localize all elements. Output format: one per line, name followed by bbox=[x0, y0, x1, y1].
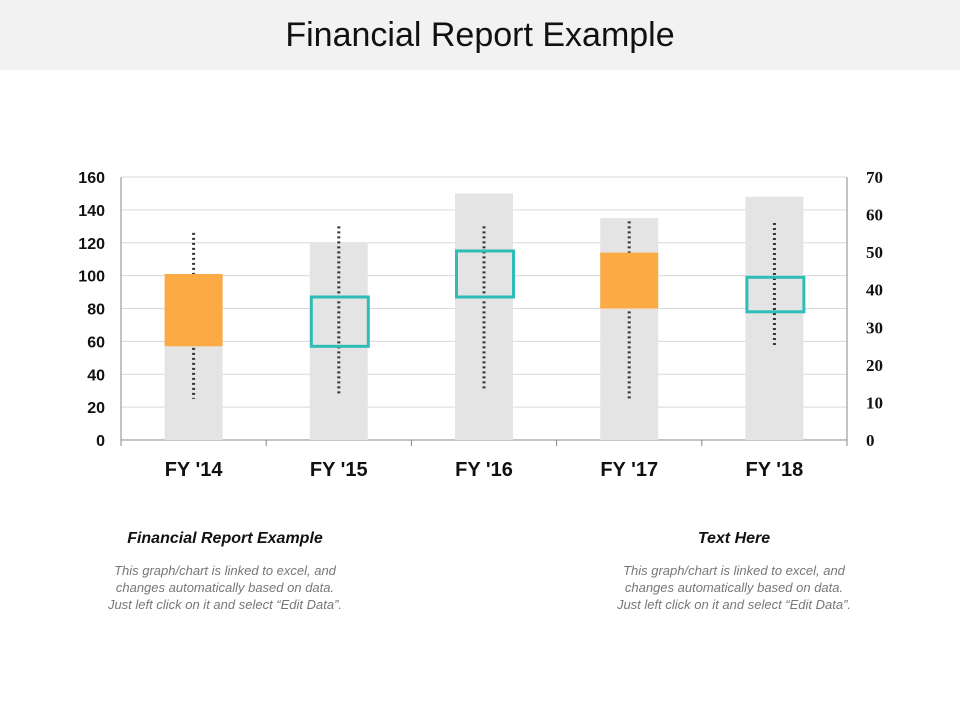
y-left-tick-label: 20 bbox=[87, 400, 105, 417]
y-right-tick-label: 0 bbox=[866, 431, 875, 450]
page-title: Financial Report Example bbox=[285, 15, 675, 54]
y-left-tick-label: 160 bbox=[78, 170, 105, 187]
note-right-body: This graph/chart is linked to excel, and… bbox=[616, 563, 852, 612]
y-right-tick-label: 50 bbox=[866, 243, 883, 262]
y-left-tick-label: 40 bbox=[87, 367, 105, 384]
note-left-body: This graph/chart is linked to excel, and… bbox=[107, 563, 343, 612]
x-tick-label: FY '15 bbox=[310, 459, 368, 481]
note-right: Text Here This graph/chart is linked to … bbox=[614, 530, 854, 613]
y-left-tick-label: 0 bbox=[96, 433, 105, 450]
y-right-tick-label: 60 bbox=[866, 206, 883, 225]
note-left-title: Financial Report Example bbox=[127, 530, 323, 547]
y-right-tick-label: 70 bbox=[866, 168, 883, 187]
title-bar: Financial Report Example bbox=[0, 0, 960, 70]
outline-box bbox=[309, 295, 370, 348]
y-left-tick-label: 80 bbox=[87, 302, 105, 319]
outline-box bbox=[745, 275, 806, 314]
x-tick-label: FY '16 bbox=[455, 459, 513, 481]
x-tick-label: FY '17 bbox=[600, 459, 658, 481]
note-left: Financial Report Example This graph/char… bbox=[105, 530, 345, 613]
y-left-tick-label: 100 bbox=[78, 269, 105, 286]
y-left-tick-label: 140 bbox=[78, 203, 105, 220]
y-right-tick-label: 40 bbox=[866, 281, 883, 300]
filled-box bbox=[600, 252, 659, 309]
y-left-tick-label: 60 bbox=[87, 334, 105, 351]
chart: 0 20 40 60 80 100 120 140 160 0 10 20 30 40 50 60 70 FY '… bbox=[78, 168, 883, 481]
y-right-tick-label: 30 bbox=[866, 318, 883, 337]
filled-box bbox=[164, 273, 223, 347]
x-tick-label: FY '18 bbox=[746, 459, 804, 481]
y-right-tick-label: 20 bbox=[866, 356, 883, 375]
y-right-tick-label: 10 bbox=[866, 393, 883, 412]
y-left-tick-label: 120 bbox=[78, 236, 105, 253]
x-tick-label: FY '14 bbox=[165, 459, 224, 481]
background-bar bbox=[600, 218, 659, 440]
outline-box bbox=[455, 249, 515, 299]
note-right-title: Text Here bbox=[697, 530, 771, 547]
